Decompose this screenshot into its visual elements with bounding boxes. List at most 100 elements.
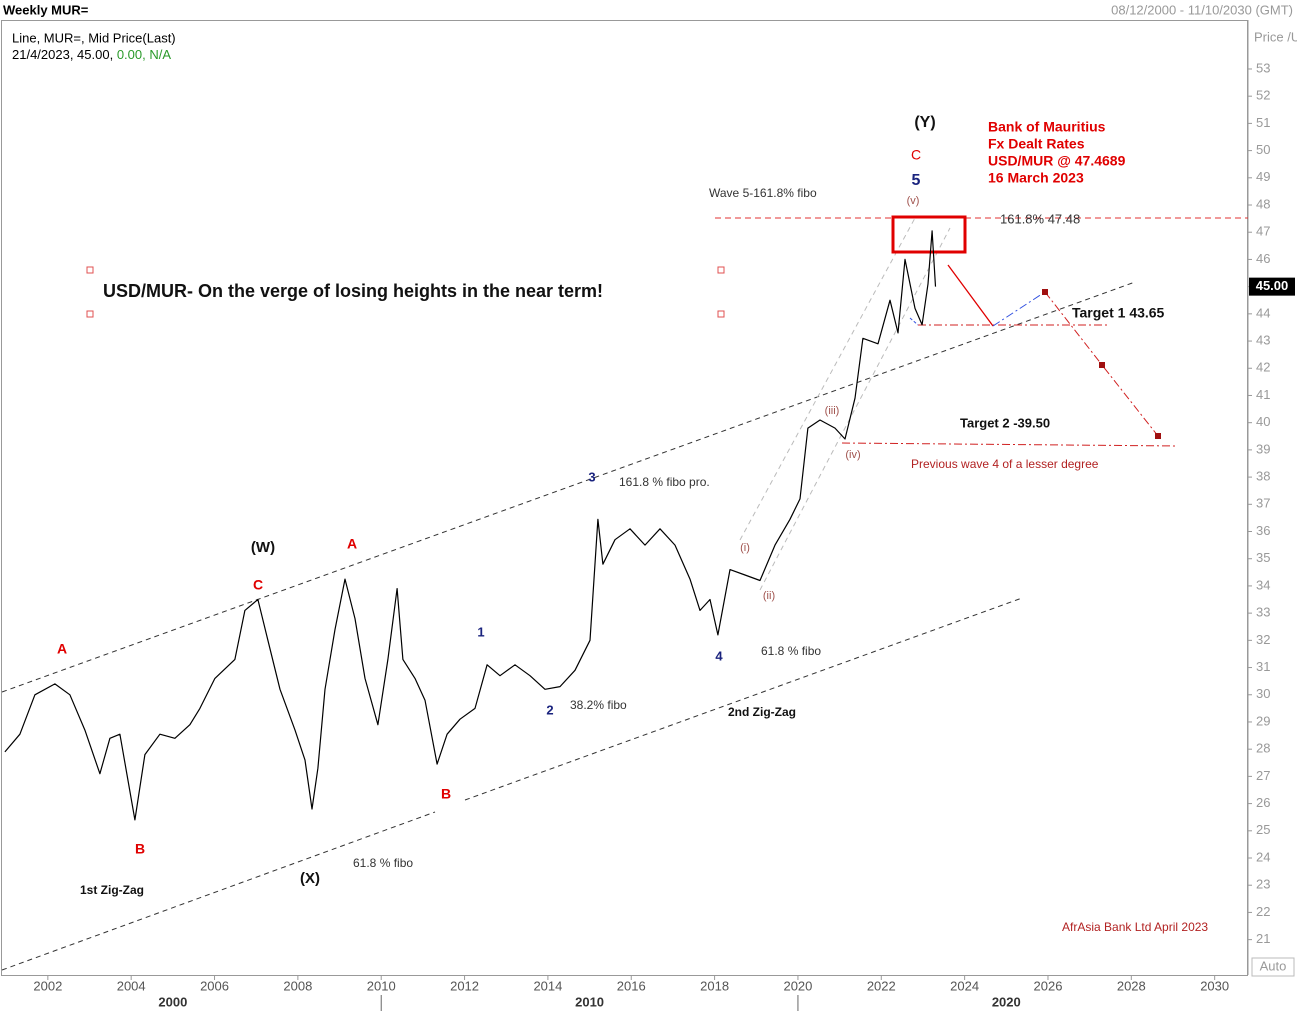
wave-link	[909, 317, 919, 326]
x-tick-label: 2014	[533, 978, 562, 993]
y-tick-label: 31	[1256, 659, 1270, 674]
wave-channel	[739, 217, 951, 591]
y-tick-label: 47	[1256, 224, 1270, 239]
y-tick-label: 36	[1256, 523, 1270, 538]
auto-button-label[interactable]: Auto	[1260, 958, 1287, 973]
projection-point	[1042, 289, 1048, 295]
projection-point	[1155, 433, 1161, 439]
date-range: 08/12/2000 - 11/10/2030 (GMT)	[1111, 2, 1293, 17]
annotation: Target 1 43.65	[1072, 305, 1165, 321]
annotation: (Y)	[914, 114, 935, 131]
upper-channel	[1, 281, 1136, 693]
annotation: 16 March 2023	[988, 170, 1084, 186]
annotation: (v)	[907, 195, 920, 207]
annotation: Fx Dealt Rates	[988, 136, 1085, 152]
y-tick-label: 51	[1256, 115, 1270, 130]
wave-channel-upper	[739, 217, 916, 541]
y-tick-label: 43	[1256, 332, 1270, 347]
y-tick-label: 48	[1256, 196, 1270, 211]
x-tick-label: 2028	[1117, 978, 1146, 993]
y-tick-label: 26	[1256, 795, 1270, 810]
handle	[86, 310, 94, 318]
annotation: (X)	[300, 870, 320, 887]
annotation: 61.8 % fibo	[761, 644, 821, 658]
y-tick-label: 21	[1256, 931, 1270, 946]
x-tick-label: 2012	[450, 978, 479, 993]
annotation: 61.8 % fibo	[353, 856, 413, 870]
annotation: 2nd Zig-Zag	[728, 705, 796, 719]
annotation: (iii)	[825, 405, 840, 417]
annotation: C	[911, 147, 921, 163]
y-tick-label: 50	[1256, 142, 1270, 157]
y-tick-label: 25	[1256, 822, 1270, 837]
last-price-tag	[1249, 277, 1295, 296]
x-tick-label: 2008	[283, 978, 312, 993]
x-tick-label: 2006	[200, 978, 229, 993]
annotation: 3	[588, 469, 595, 484]
annotation: 38.2% fibo	[570, 698, 627, 712]
annotation: Previous wave 4 of a lesser degree	[911, 457, 1099, 471]
y-tick-label: 24	[1256, 849, 1270, 864]
y-tick-label: 34	[1256, 577, 1270, 592]
annotation: C	[253, 577, 263, 593]
x-tick-label: 2030	[1200, 978, 1229, 993]
y-tick-label: 46	[1256, 251, 1270, 266]
projection-point	[1099, 362, 1105, 368]
legend-value: 21/4/2023, 45.00,	[12, 47, 113, 62]
lower-channel	[1, 811, 436, 971]
annotation: Bank of Mauritius	[988, 119, 1106, 135]
y-tick-label: 39	[1256, 441, 1270, 456]
y-tick-label: 23	[1256, 877, 1270, 892]
x-tick-label: 2024	[950, 978, 979, 993]
y-tick-label: 29	[1256, 713, 1270, 728]
decade-label: 2010	[575, 994, 604, 1009]
x-tick-label: 2016	[617, 978, 646, 993]
decade-label: 2020	[992, 994, 1021, 1009]
annotation: B	[441, 786, 451, 802]
x-tick-label: 2022	[867, 978, 896, 993]
y-tick-label: 38	[1256, 469, 1270, 484]
handle	[717, 266, 725, 274]
decade-label: 2000	[158, 994, 187, 1009]
x-tick-label: 2002	[33, 978, 62, 993]
annotation: 161.8 % fibo pro.	[619, 475, 710, 489]
x-tick-label: 2020	[783, 978, 812, 993]
y-tick-label: 52	[1256, 88, 1270, 103]
y-tick-label: 30	[1256, 686, 1270, 701]
annotation: Target 2 -39.50	[960, 415, 1050, 430]
y-tick-label: 41	[1256, 387, 1270, 402]
y-tick-label: 49	[1256, 169, 1270, 184]
x-tick-label: 2026	[1034, 978, 1063, 993]
channel-lines	[1, 281, 1136, 971]
legend-change: 0.00, N/A	[117, 47, 172, 62]
annotation: Wave 5-161.8% fibo	[709, 186, 817, 200]
y-tick-label: 53	[1256, 60, 1270, 75]
handle	[86, 266, 94, 274]
annotation: 161.8% 47.48	[1000, 211, 1080, 226]
legend-series: Line, MUR=, Mid Price(Last)	[12, 30, 176, 45]
y-tick-label: 32	[1256, 632, 1270, 647]
price-line	[4, 230, 937, 821]
auto-button[interactable]	[1251, 957, 1295, 977]
y-tick-label: 44	[1256, 305, 1270, 320]
annotation: (W)	[251, 539, 275, 556]
annotation: 5	[912, 172, 921, 189]
x-tick-label: 2018	[700, 978, 729, 993]
y-tick-label: 35	[1256, 550, 1270, 565]
annotation: B	[135, 841, 145, 857]
highlight-box	[891, 215, 967, 254]
last-price-label: 45.00	[1256, 278, 1289, 293]
annotation: (iv)	[845, 449, 860, 461]
legend-values: 21/4/2023, 45.00, 0.00, N/A	[12, 47, 171, 62]
annotation: USD/MUR @ 47.4689	[988, 153, 1126, 169]
handle	[717, 310, 725, 318]
y-tick-label: 28	[1256, 741, 1270, 756]
annotation: 2	[546, 702, 553, 717]
annotation: A	[57, 641, 67, 657]
x-tick-label: 2010	[367, 978, 396, 993]
y-tick-label: 22	[1256, 904, 1270, 919]
x-tick-label: 2004	[117, 978, 146, 993]
textbox-handles	[86, 266, 725, 318]
